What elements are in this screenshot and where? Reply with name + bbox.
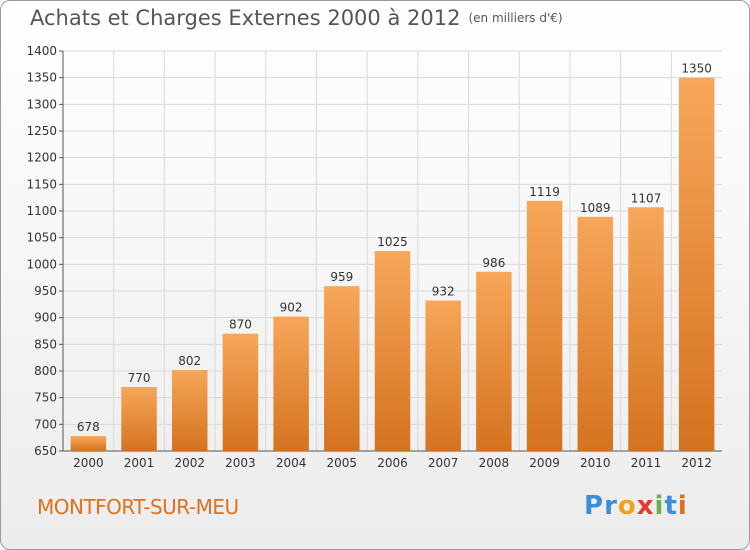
data-label: 770 <box>128 371 151 385</box>
brand-letter: x <box>636 491 655 521</box>
bar <box>678 77 715 452</box>
data-label: 870 <box>229 318 252 332</box>
x-tick-label: 2012 <box>681 456 712 470</box>
data-label: 959 <box>330 270 353 284</box>
x-tick-label: 2004 <box>276 456 307 470</box>
data-label: 1025 <box>377 235 408 249</box>
bars <box>70 77 715 452</box>
bar <box>476 271 512 451</box>
y-tick-label: 750 <box>34 391 57 405</box>
bar <box>222 333 259 451</box>
brand-letter: i <box>677 491 688 521</box>
y-tick-label: 1350 <box>26 71 57 85</box>
bar <box>70 436 107 451</box>
data-label: 932 <box>432 285 455 299</box>
x-tick-label: 2010 <box>580 456 611 470</box>
bar <box>425 300 461 451</box>
x-tick-label: 2002 <box>174 456 205 470</box>
y-tick-label: 1200 <box>26 151 57 165</box>
x-tick-label: 2005 <box>327 456 358 470</box>
bar <box>628 207 664 451</box>
bar <box>171 369 208 451</box>
bar <box>324 286 360 451</box>
x-tick-label: 2011 <box>631 456 662 470</box>
y-tick-label: 1150 <box>26 177 57 191</box>
data-label: 802 <box>178 354 201 368</box>
x-tick-label: 2006 <box>377 456 408 470</box>
brand-logo: Proxiti <box>584 491 688 521</box>
data-label: 1107 <box>631 191 662 205</box>
bar <box>273 316 309 451</box>
data-label: 1089 <box>580 201 611 215</box>
tick-labels: 650 700 750 800 850 900 950 1000 1050 1100 1150 120… <box>26 44 711 470</box>
y-tick-label: 1050 <box>26 231 57 245</box>
x-tick-label: 2009 <box>529 456 560 470</box>
brand-letter: o <box>617 491 637 521</box>
x-tick-label: 2000 <box>73 456 104 470</box>
y-tick-label: 900 <box>34 311 57 325</box>
bar <box>121 387 157 451</box>
data-label: 986 <box>482 256 505 270</box>
y-tick-label: 850 <box>34 337 57 351</box>
data-labels: 678 770 802 870 902 959 1025 932 986 1119 1089 1107… <box>77 62 712 434</box>
chart-subtitle: (en milliers d'€) <box>468 11 563 25</box>
data-label: 678 <box>77 420 100 434</box>
y-tick-label: 650 <box>34 444 57 458</box>
brand-letter: r <box>604 491 618 521</box>
chart-title: Achats et Charges Externes 2000 à 2012 (e… <box>30 6 563 30</box>
bar <box>374 251 411 451</box>
data-label: 902 <box>280 301 303 315</box>
data-label: 1119 <box>529 185 560 199</box>
bar <box>577 216 614 451</box>
y-tick-label: 800 <box>34 364 57 378</box>
y-tick-label: 1100 <box>26 204 57 218</box>
y-tick-label: 1250 <box>26 124 57 138</box>
data-label: 1350 <box>681 62 712 76</box>
bar <box>526 200 563 451</box>
brand-letter: i <box>654 491 665 521</box>
brand-letter: t <box>664 491 678 521</box>
x-tick-label: 2008 <box>479 456 510 470</box>
title-text: Achats et Charges Externes 2000 à 2012 <box>30 6 461 30</box>
y-tick-label: 700 <box>34 417 57 431</box>
y-tick-label: 1300 <box>26 97 57 111</box>
y-tick-label: 950 <box>34 284 57 298</box>
brand-letter: P <box>584 491 605 521</box>
x-tick-label: 2001 <box>124 456 155 470</box>
y-tick-label: 1400 <box>26 44 57 58</box>
x-tick-label: 2007 <box>428 456 459 470</box>
city-name: MONTFORT-SUR-MEU <box>37 495 239 519</box>
y-tick-label: 1000 <box>26 257 57 271</box>
x-tick-label: 2003 <box>225 456 256 470</box>
